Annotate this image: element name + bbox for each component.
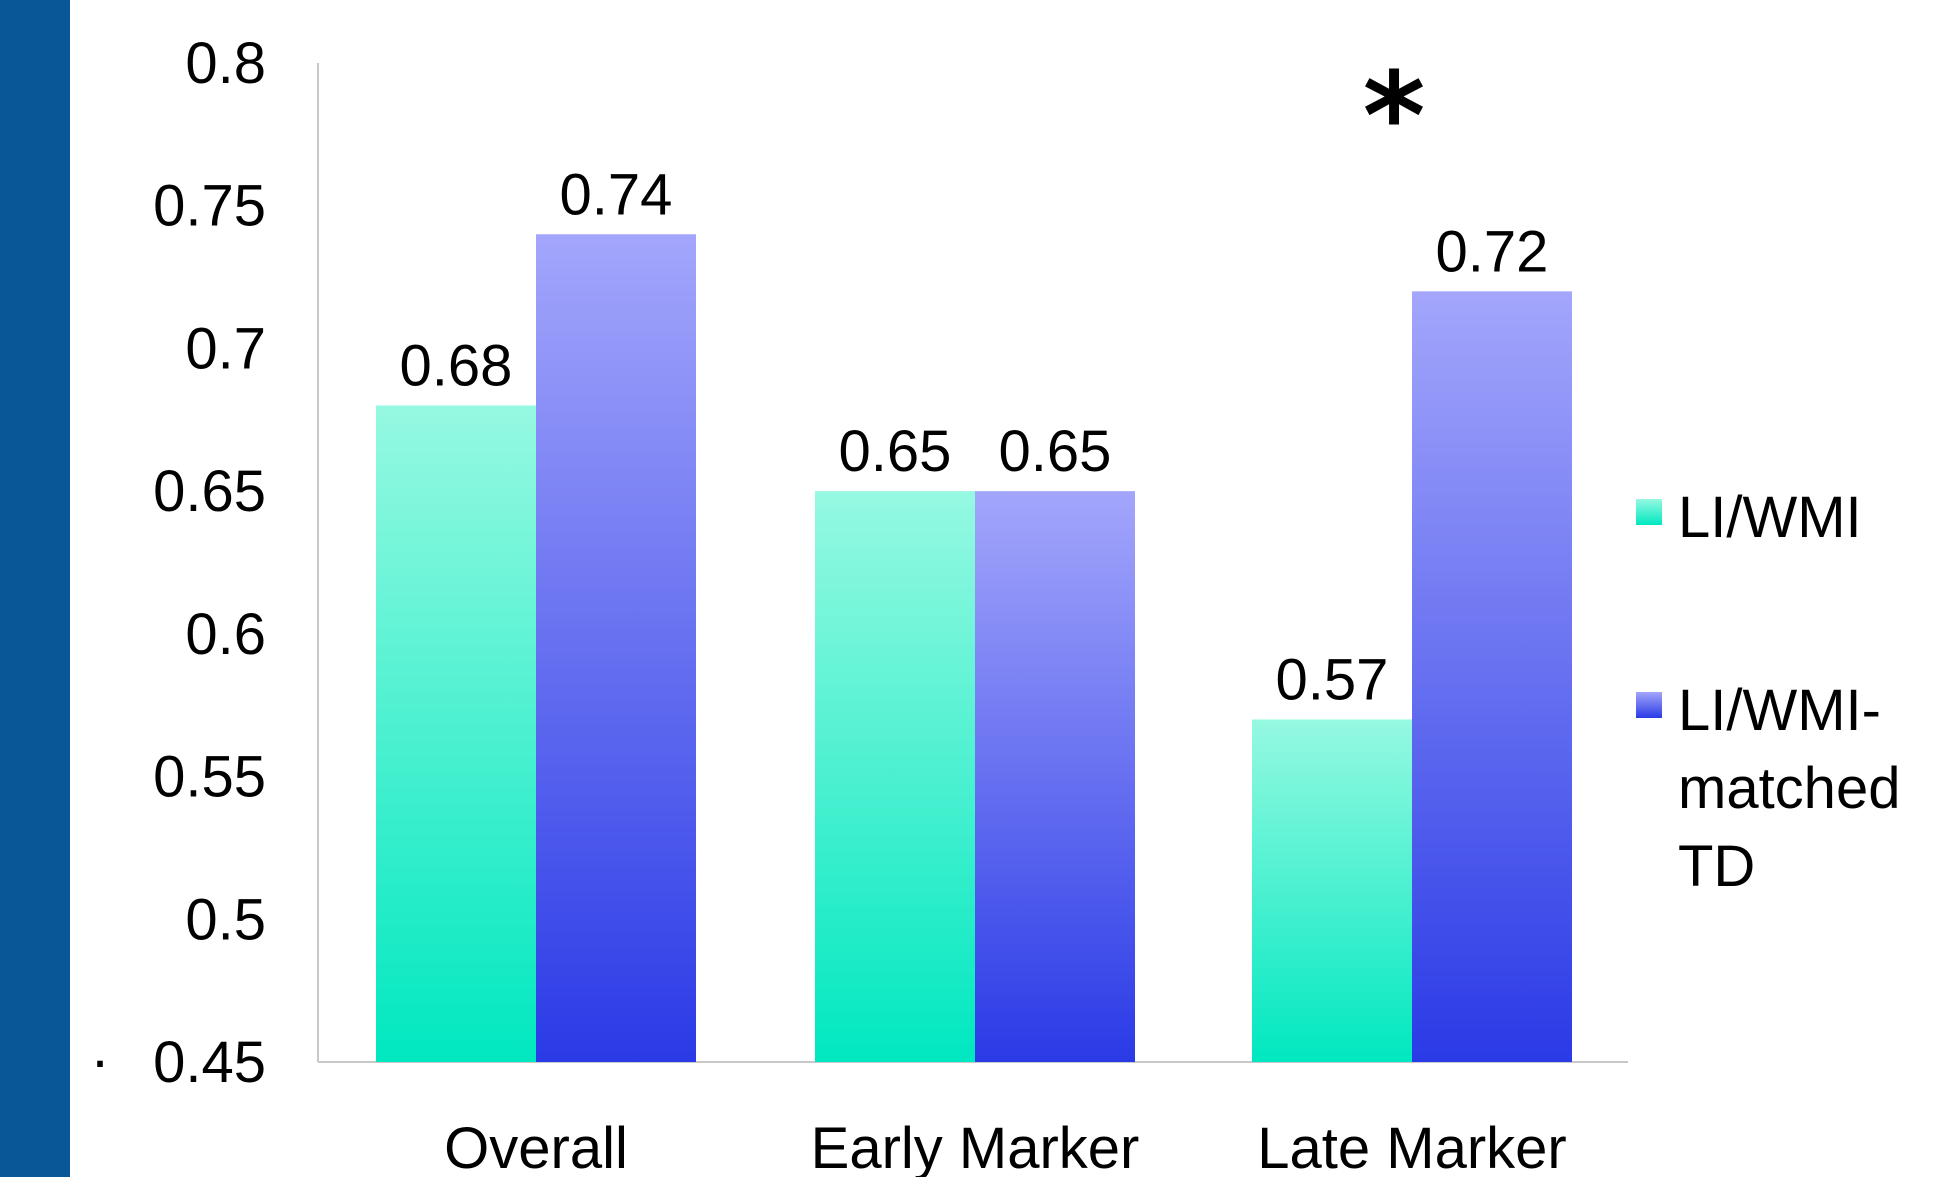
y-axis: 0.8 0.75 0.7 0.65 0.6 0.55 0.5 0.45 · [90,31,319,1095]
data-labels: 0.68 0.74 0.65 0.65 0.57 0.72 [400,162,1549,712]
bar-li-wmi [1252,719,1412,1062]
x-axis: Overall Early Marker Late Marker [318,1061,1628,1177]
bar-li-wmi-matched-td [536,234,696,1062]
legend: LI/WMI LI/WMI-matched TD [1636,485,1900,899]
bar-li-wmi-matched-td [1412,291,1572,1062]
significance-asterisk: * [1363,48,1426,187]
data-label: 0.65 [839,419,952,484]
y-tick-label: 0.6 [185,602,266,667]
y-tick-label: 0.65 [153,459,266,524]
x-category-label: Early Marker [811,1116,1140,1177]
x-category-label: Late Marker [1257,1116,1566,1177]
y-tick-label: 0.75 [153,174,266,239]
legend-swatch [1636,692,1662,718]
legend-label: LI/WMI [1678,485,1862,550]
bar-li-wmi [815,491,975,1063]
bar-li-wmi [376,405,536,1062]
left-accent-band [0,0,70,1177]
legend-swatch [1636,499,1662,525]
y-tick-label: 0.55 [153,745,266,810]
data-label: 0.72 [1436,219,1549,284]
bar-li-wmi-matched-td [975,491,1135,1063]
data-label: 0.74 [560,162,673,227]
y-tick-label: 0.45 [153,1030,266,1095]
data-label: 0.65 [999,419,1112,484]
y-tick-label: 0.7 [185,316,266,381]
data-label: 0.68 [400,334,513,399]
y-tick-label: 0.8 [185,31,266,96]
annotations: * [1363,48,1426,187]
stray-mark: · [90,1028,109,1093]
legend-label: TD [1678,834,1755,899]
y-tick-label: 0.5 [185,887,266,952]
legend-label: matched [1678,756,1900,821]
legend-label: LI/WMI- [1678,678,1881,743]
data-label: 0.57 [1276,647,1389,712]
bars [376,234,1572,1063]
x-category-label: Overall [444,1116,628,1177]
